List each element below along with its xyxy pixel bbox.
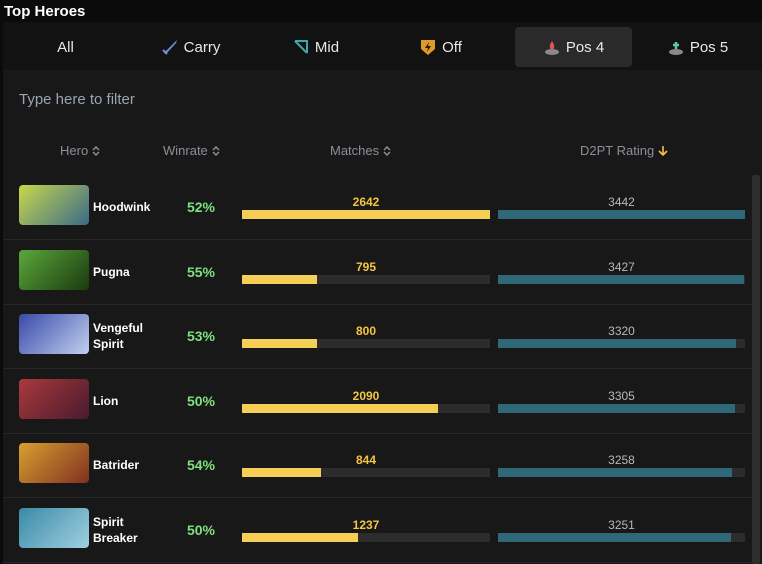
- matches-track: [242, 403, 490, 413]
- hero-row[interactable]: Hoodwink 52% 2642 3442: [3, 175, 752, 240]
- tab-label: Mid: [314, 38, 340, 56]
- matches-value: 800: [355, 324, 377, 338]
- sort-icon: [92, 145, 100, 156]
- matches-track: [242, 532, 490, 542]
- rating-value: 3305: [608, 388, 635, 403]
- filter-input[interactable]: Type here to filter: [19, 91, 135, 108]
- tab[interactable]: All: [7, 27, 124, 67]
- rating-bar: [498, 468, 732, 477]
- rating-value: 3258: [608, 453, 635, 467]
- filter-placeholder: Type here to filter: [19, 91, 135, 108]
- tab[interactable]: Pos 5: [639, 27, 756, 67]
- tab[interactable]: Pos 4: [515, 27, 632, 67]
- column-label: Winrate: [163, 143, 208, 158]
- winrate: 52%: [186, 199, 216, 215]
- rating-track: [498, 210, 745, 219]
- hero-row[interactable]: Batrider 54% 844 3258: [3, 433, 752, 498]
- winrate: 50%: [186, 521, 216, 538]
- rating-value: 3427: [608, 259, 635, 274]
- rating-value: 3320: [608, 324, 635, 338]
- rating-bar: [498, 274, 744, 284]
- column-header[interactable]: Hero: [60, 143, 100, 158]
- heroes-panel: All Carry Mid Off Pos 4 Pos 5 Type here …: [3, 22, 762, 564]
- matches-value: 2090: [352, 388, 380, 403]
- pos5-icon: [668, 42, 683, 55]
- column-label: Matches: [330, 143, 380, 158]
- rating-value: 3442: [608, 195, 635, 209]
- column-label: Hero: [60, 143, 89, 158]
- matches-value: 1237: [352, 517, 380, 532]
- rating-track: [498, 339, 745, 348]
- hero-portrait: [19, 314, 89, 354]
- hero-portrait: [19, 185, 89, 225]
- rating-track: [498, 468, 745, 477]
- hero-name: Spirit Breaker: [93, 514, 138, 545]
- rating-track: [498, 532, 745, 542]
- winrate: 53%: [186, 328, 216, 344]
- page-title: Top Heroes: [4, 3, 86, 20]
- rating-value: 3251: [608, 517, 635, 532]
- rating-track: [498, 403, 745, 413]
- hero-name: Pugna: [93, 264, 130, 279]
- matches-bar: [242, 339, 318, 348]
- column-header[interactable]: Winrate: [163, 143, 220, 158]
- pos4-icon: [544, 41, 559, 55]
- hero-portrait: [19, 378, 89, 419]
- matches-bar: [242, 532, 359, 542]
- matches-bar: [242, 403, 439, 413]
- sort-desc-icon: [658, 145, 668, 156]
- hero-name: Lion: [93, 393, 119, 408]
- sort-icon: [383, 145, 391, 156]
- hero-row[interactable]: Vengeful Spirit 53% 800 3320: [3, 304, 752, 369]
- winrate: 55%: [186, 263, 216, 280]
- sort-icon: [212, 145, 220, 156]
- rating-bar: [498, 403, 736, 413]
- rating-bar: [498, 339, 737, 348]
- hero-rows: Hoodwink 52% 2642 3442 Pugna 55% 795 3427 Vengef…: [3, 175, 752, 564]
- hero-row[interactable]: Spirit Breaker 50% 1237 3251: [3, 498, 752, 563]
- matches-value: 795: [355, 259, 377, 274]
- matches-track: [242, 210, 490, 219]
- rating-bar: [498, 532, 732, 542]
- scrollbar[interactable]: [752, 175, 760, 564]
- winrate: 54%: [186, 457, 216, 473]
- tab-label: Off: [442, 38, 462, 56]
- hero-row[interactable]: Lion 50% 2090 3305: [3, 369, 752, 434]
- matches-track: [242, 468, 490, 477]
- matches-track: [242, 339, 490, 348]
- hero-portrait: [19, 507, 89, 548]
- column-header[interactable]: Matches: [330, 143, 391, 158]
- matches-bar: [242, 274, 317, 284]
- matches-bar: [242, 468, 322, 477]
- winrate: 50%: [186, 392, 216, 409]
- hero-name: Batrider: [93, 458, 140, 472]
- tab-label: Pos 4: [565, 38, 605, 56]
- matches-value: 2642: [352, 195, 380, 209]
- tab[interactable]: Carry: [132, 27, 249, 67]
- matches-track: [242, 274, 490, 284]
- carry-icon: [161, 40, 177, 55]
- tab-label: Carry: [183, 38, 221, 56]
- hero-portrait: [19, 443, 89, 483]
- tab[interactable]: Mid: [257, 27, 374, 67]
- matches-bar: [242, 210, 490, 219]
- column-label: D2PT Rating: [580, 143, 655, 158]
- tab[interactable]: Off: [382, 27, 499, 67]
- rating-bar: [498, 210, 745, 219]
- column-header[interactable]: D2PT Rating: [580, 143, 668, 158]
- tab-label: Pos 5: [689, 38, 729, 56]
- tab-label: All: [57, 38, 74, 56]
- hero-name: Vengeful Spirit: [93, 321, 144, 351]
- tab-bar: All Carry Mid Off Pos 4 Pos 5: [3, 22, 762, 70]
- hero-name: Hoodwink: [93, 200, 151, 214]
- hero-portrait: [19, 249, 89, 290]
- hero-row[interactable]: Pugna 55% 795 3427: [3, 240, 752, 305]
- rating-track: [498, 274, 745, 284]
- matches-value: 844: [355, 453, 377, 467]
- mid-icon: [294, 40, 308, 54]
- off-icon: [421, 40, 436, 55]
